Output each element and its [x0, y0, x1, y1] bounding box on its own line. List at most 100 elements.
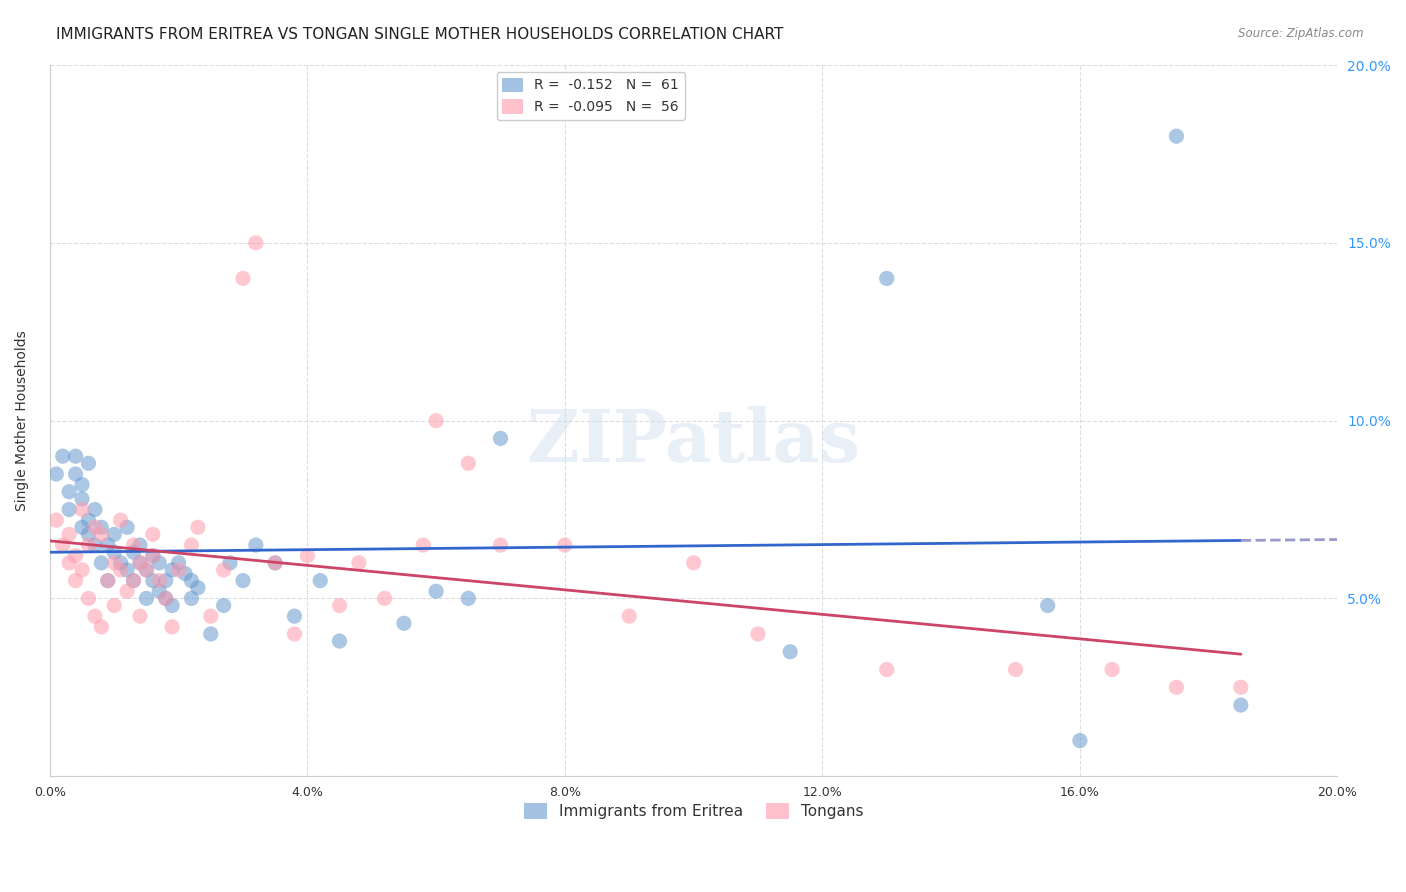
- Point: [65, 467, 87, 481]
- Point: [554, 538, 576, 552]
- Point: [58, 502, 80, 516]
- Point: [45, 467, 67, 481]
- Point: [245, 235, 267, 250]
- Point: [103, 527, 125, 541]
- Text: Source: ZipAtlas.com: Source: ZipAtlas.com: [1239, 27, 1364, 40]
- Point: [90, 520, 112, 534]
- Point: [457, 591, 479, 606]
- Point: [70, 563, 93, 577]
- Point: [1036, 599, 1059, 613]
- Point: [180, 574, 202, 588]
- Point: [167, 563, 190, 577]
- Point: [160, 563, 183, 577]
- Point: [232, 574, 254, 588]
- Point: [160, 599, 183, 613]
- Point: [142, 527, 165, 541]
- Point: [58, 556, 80, 570]
- Point: [129, 556, 152, 570]
- Point: [77, 513, 100, 527]
- Point: [187, 520, 209, 534]
- Point: [110, 563, 132, 577]
- Point: [876, 663, 898, 677]
- Point: [122, 538, 145, 552]
- Point: [115, 520, 138, 534]
- Point: [135, 563, 157, 577]
- Point: [876, 271, 898, 285]
- Point: [83, 520, 105, 534]
- Point: [174, 566, 197, 581]
- Point: [425, 584, 447, 599]
- Point: [200, 627, 222, 641]
- Point: [457, 456, 479, 470]
- Point: [58, 484, 80, 499]
- Point: [129, 556, 152, 570]
- Point: [167, 556, 190, 570]
- Point: [392, 616, 415, 631]
- Text: ZIPatlas: ZIPatlas: [527, 407, 860, 477]
- Point: [70, 491, 93, 506]
- Point: [52, 449, 75, 463]
- Point: [103, 545, 125, 559]
- Point: [264, 556, 287, 570]
- Point: [682, 556, 704, 570]
- Point: [52, 538, 75, 552]
- Point: [489, 431, 512, 445]
- Point: [129, 609, 152, 624]
- Point: [65, 574, 87, 588]
- Point: [77, 591, 100, 606]
- Point: [103, 599, 125, 613]
- Point: [412, 538, 434, 552]
- Point: [245, 538, 267, 552]
- Point: [328, 634, 350, 648]
- Point: [489, 538, 512, 552]
- Point: [115, 584, 138, 599]
- Point: [83, 538, 105, 552]
- Point: [1166, 681, 1188, 695]
- Point: [1101, 663, 1123, 677]
- Point: [77, 527, 100, 541]
- Point: [425, 414, 447, 428]
- Y-axis label: Single Mother Households: Single Mother Households: [15, 330, 30, 511]
- Legend: Immigrants from Eritrea, Tongans: Immigrants from Eritrea, Tongans: [517, 797, 870, 825]
- Point: [155, 574, 177, 588]
- Point: [180, 538, 202, 552]
- Point: [77, 456, 100, 470]
- Point: [97, 574, 120, 588]
- Point: [70, 477, 93, 491]
- Point: [110, 513, 132, 527]
- Point: [129, 538, 152, 552]
- Point: [83, 609, 105, 624]
- Point: [1230, 681, 1253, 695]
- Point: [347, 556, 370, 570]
- Point: [70, 520, 93, 534]
- Point: [103, 556, 125, 570]
- Point: [297, 549, 319, 563]
- Point: [180, 591, 202, 606]
- Point: [148, 556, 170, 570]
- Point: [747, 627, 769, 641]
- Point: [200, 609, 222, 624]
- Point: [155, 591, 177, 606]
- Point: [160, 620, 183, 634]
- Point: [219, 556, 242, 570]
- Point: [97, 538, 120, 552]
- Point: [65, 549, 87, 563]
- Point: [122, 574, 145, 588]
- Point: [619, 609, 641, 624]
- Point: [328, 599, 350, 613]
- Point: [283, 609, 305, 624]
- Point: [187, 581, 209, 595]
- Point: [122, 574, 145, 588]
- Point: [45, 513, 67, 527]
- Point: [110, 556, 132, 570]
- Point: [212, 599, 235, 613]
- Point: [115, 563, 138, 577]
- Point: [212, 563, 235, 577]
- Point: [90, 527, 112, 541]
- Point: [97, 574, 120, 588]
- Point: [77, 538, 100, 552]
- Point: [232, 271, 254, 285]
- Point: [309, 574, 332, 588]
- Point: [135, 591, 157, 606]
- Point: [142, 549, 165, 563]
